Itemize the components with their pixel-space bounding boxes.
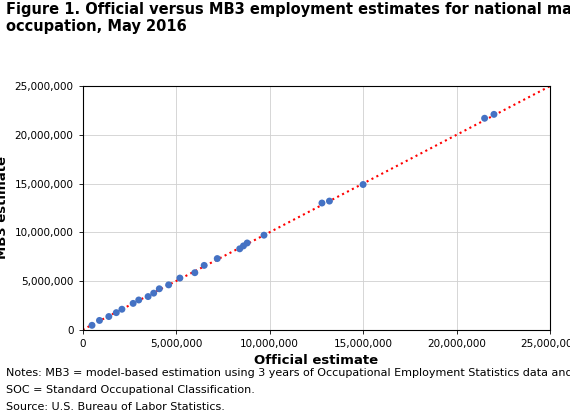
Point (490, 111, 499, 118)
Text: Source: U.S. Bureau of Labor Statistics.: Source: U.S. Bureau of Labor Statistics. (6, 402, 225, 412)
Point (359, 181, 368, 188)
Point (176, 275, 185, 281)
Point (154, 286, 164, 292)
Point (87, 322, 96, 329)
Point (213, 255, 222, 262)
Point (129, 300, 138, 307)
X-axis label: Official estimate: Official estimate (254, 354, 378, 367)
Point (200, 262, 209, 269)
Point (235, 245, 245, 252)
Text: Figure 1. Official versus MB3 employment estimates for national major SOC: Figure 1. Official versus MB3 employment… (6, 2, 570, 17)
Point (134, 297, 143, 303)
Point (480, 115, 489, 122)
Point (104, 313, 113, 320)
Point (243, 240, 252, 247)
Text: Notes: MB3 = model-based estimation using 3 years of Occupational Employment Sta: Notes: MB3 = model-based estimation usin… (6, 368, 570, 378)
Point (259, 232, 268, 239)
Point (144, 293, 153, 300)
Text: SOC = Standard Occupational Classification.: SOC = Standard Occupational Classificati… (6, 385, 255, 395)
Point (190, 269, 200, 276)
Point (164, 281, 173, 288)
Text: occupation, May 2016: occupation, May 2016 (6, 19, 186, 34)
Point (95, 317, 104, 324)
Point (149, 290, 158, 297)
Point (317, 200, 327, 206)
Point (325, 198, 334, 205)
Y-axis label: MB3 estimate: MB3 estimate (0, 156, 9, 260)
Point (117, 306, 127, 312)
Point (112, 309, 121, 316)
Point (239, 242, 248, 249)
